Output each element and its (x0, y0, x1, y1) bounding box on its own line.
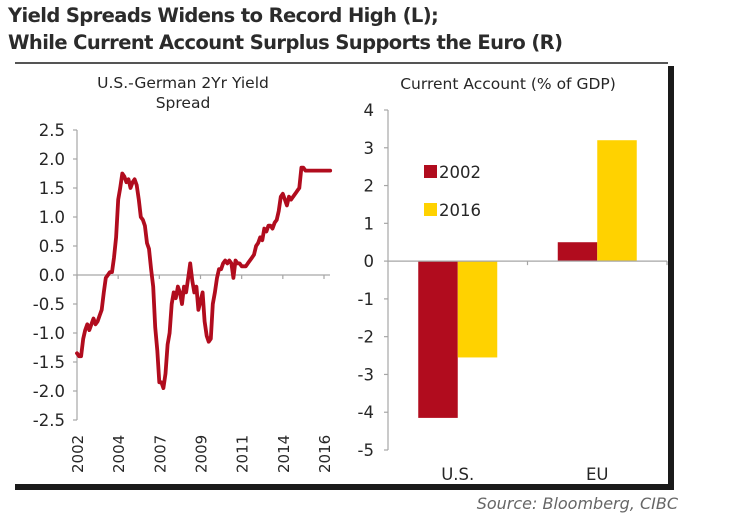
right-chart-title: Current Account (% of GDP) (400, 75, 616, 93)
left-chart-title-line-1: U.S.-German 2Yr Yield (97, 74, 269, 92)
right-y-tick-label: -4 (358, 403, 374, 422)
left-y-tick-label: 0.0 (39, 266, 65, 285)
bar-us-2016 (457, 261, 498, 358)
left-y-tick-label: 1.5 (39, 179, 65, 198)
bars (418, 140, 637, 418)
right-y-tick-label: 4 (364, 101, 375, 120)
left-chart-title-line-2: Spread (156, 94, 211, 112)
right-y-axis: 4 3 2 1 0 -1 -2 -3 -4 -5 (358, 101, 389, 460)
left-y-tick-label: 2.0 (39, 150, 65, 169)
bar-eu-2016 (597, 140, 637, 262)
right-x-axis: U.S. EU (388, 260, 668, 484)
left-y-tick-label: -1.0 (33, 324, 65, 343)
yield-spread-line (75, 165, 333, 390)
left-y-tick-label: -2.5 (33, 411, 65, 430)
left-x-tick-label: 2004 (110, 435, 128, 473)
bar-eu-2002 (557, 242, 598, 262)
left-x-tick-label: 2002 (69, 435, 87, 473)
chart-title-line-2: While Current Account Surplus Supports t… (8, 31, 563, 54)
right-y-tick-label: -3 (358, 365, 374, 384)
right-y-tick-label: -2 (358, 328, 374, 347)
legend-swatch-2016 (424, 203, 437, 216)
right-y-tick-label: -5 (358, 441, 374, 460)
legend: 2002 2016 (424, 163, 481, 220)
left-x-tick-label: 2007 (151, 435, 169, 473)
right-y-tick-label: 0 (364, 252, 375, 271)
right-y-tick-label: -1 (358, 290, 374, 309)
left-y-tick-label: -2.0 (33, 382, 65, 401)
left-x-axis: 2002 2004 2007 2009 2011 2014 2016 (69, 274, 334, 473)
legend-swatch-2002 (424, 165, 437, 178)
left-y-tick-label: 0.5 (39, 237, 65, 256)
legend-label-2002: 2002 (439, 163, 481, 182)
left-y-tick-label: 2.5 (39, 121, 65, 140)
current-account-chart: Current Account (% of GDP) 4 3 2 1 0 -1 -2 -3 -4… (358, 75, 668, 484)
left-x-tick-label: 2011 (234, 435, 252, 473)
legend-label-2016: 2016 (439, 201, 481, 220)
right-x-tick-label: U.S. (441, 465, 474, 484)
chart-title-line-1: Yield Spreads Widens to Record High (L); (8, 4, 439, 27)
frame (15, 62, 674, 490)
right-y-tick-label: 1 (364, 214, 375, 233)
left-x-tick-label: 2014 (275, 435, 293, 473)
bar-us-2002 (418, 261, 458, 418)
yield-spread-chart: U.S.-German 2Yr Yield Spread 2.5 2.0 1.5 1.… (33, 74, 334, 473)
left-x-tick-label: 2009 (193, 435, 211, 473)
right-y-tick-label: 3 (364, 139, 375, 158)
source-note: Source: Bloomberg, CIBC (476, 494, 678, 513)
left-y-axis: 2.5 2.0 1.5 1.0 0.5 0.0 -0.5 -1.0 -1.5 -2.0 -2.5 (33, 121, 78, 430)
right-y-tick-label: 2 (364, 177, 375, 196)
right-x-tick-label: EU (586, 465, 609, 484)
left-y-tick-label: 1.0 (39, 208, 65, 227)
left-y-tick-label: -1.5 (33, 353, 65, 372)
left-y-tick-label: -0.5 (33, 295, 65, 314)
left-x-tick-label: 2016 (316, 435, 334, 473)
